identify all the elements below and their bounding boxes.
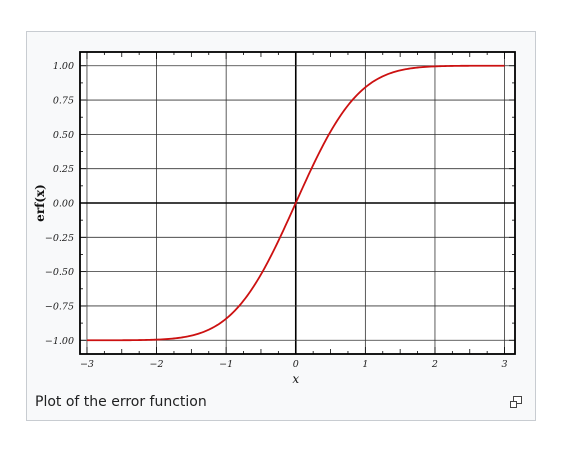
x-tick-label: 0 — [293, 359, 299, 370]
x-tick-label: 3 — [502, 359, 508, 370]
x-tick-label: −1 — [219, 359, 233, 370]
y-tick-label: 0.50 — [53, 130, 74, 141]
curve-layer — [86, 64, 505, 342]
plot-frame — [79, 51, 516, 355]
x-axis-title: x — [292, 372, 299, 386]
grid-layer — [80, 52, 515, 354]
y-axis-title: erf(x) — [33, 184, 47, 222]
x-tick-label: 1 — [362, 359, 368, 370]
x-tick-label: 2 — [431, 359, 438, 370]
x-tick-label: −3 — [80, 359, 94, 370]
figure-caption: Plot of the error function — [35, 394, 207, 410]
axis-layer — [79, 51, 516, 355]
y-tick-label: 0.25 — [53, 164, 74, 175]
y-tick-label: −0.25 — [45, 233, 74, 244]
label-layer: −3 −2 −1 0 1 2 3 1.00 0.75 0.50 0.25 0.00 −0.25 −0.50… — [45, 61, 508, 370]
y-tick-label: 0.00 — [53, 199, 74, 210]
figure-thumbnail: −3 −2 −1 0 1 2 3 1.00 0.75 0.50 0.25 0.00 −0.25 −0.50… — [26, 31, 536, 421]
error-function-plot: −3 −2 −1 0 1 2 3 1.00 0.75 0.50 0.25 0.00 −0.25 −0.50… — [33, 51, 516, 386]
x-tick-label: −2 — [150, 359, 164, 370]
magnify-clip-icon-glyph — [510, 396, 522, 408]
y-tick-label: 0.75 — [53, 96, 74, 107]
y-tick-label: 1.00 — [53, 61, 74, 72]
magnify-clip-icon[interactable] — [509, 394, 523, 408]
y-tick-label: −0.50 — [45, 267, 74, 278]
y-tick-label: −1.00 — [45, 336, 74, 347]
y-tick-label: −0.75 — [45, 301, 74, 312]
